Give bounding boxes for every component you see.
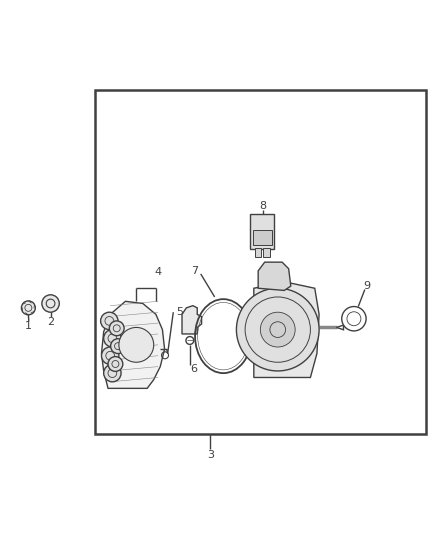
Text: 6: 6 — [191, 364, 198, 374]
Polygon shape — [258, 262, 291, 290]
Circle shape — [110, 321, 124, 336]
Polygon shape — [182, 305, 201, 334]
Circle shape — [111, 339, 125, 353]
Circle shape — [21, 301, 35, 315]
Circle shape — [42, 295, 59, 312]
Polygon shape — [254, 282, 319, 377]
Circle shape — [102, 347, 119, 365]
Text: 9: 9 — [364, 281, 371, 291]
Circle shape — [260, 312, 295, 347]
Bar — [95, 90, 426, 434]
Circle shape — [104, 329, 121, 347]
Text: 3: 3 — [207, 449, 214, 459]
Text: 5: 5 — [177, 307, 184, 317]
Circle shape — [237, 288, 319, 371]
Circle shape — [342, 306, 366, 331]
Circle shape — [108, 357, 123, 372]
Polygon shape — [102, 301, 165, 389]
Circle shape — [119, 327, 154, 362]
Text: 1: 1 — [25, 321, 32, 331]
Bar — [251, 214, 274, 249]
Text: 2: 2 — [47, 317, 54, 327]
Text: 4: 4 — [155, 268, 162, 277]
Text: 7: 7 — [191, 266, 198, 276]
Bar — [263, 248, 270, 257]
Circle shape — [101, 312, 118, 329]
Circle shape — [104, 365, 121, 382]
Bar — [254, 248, 261, 257]
Bar — [253, 230, 272, 245]
Text: 8: 8 — [259, 200, 266, 211]
